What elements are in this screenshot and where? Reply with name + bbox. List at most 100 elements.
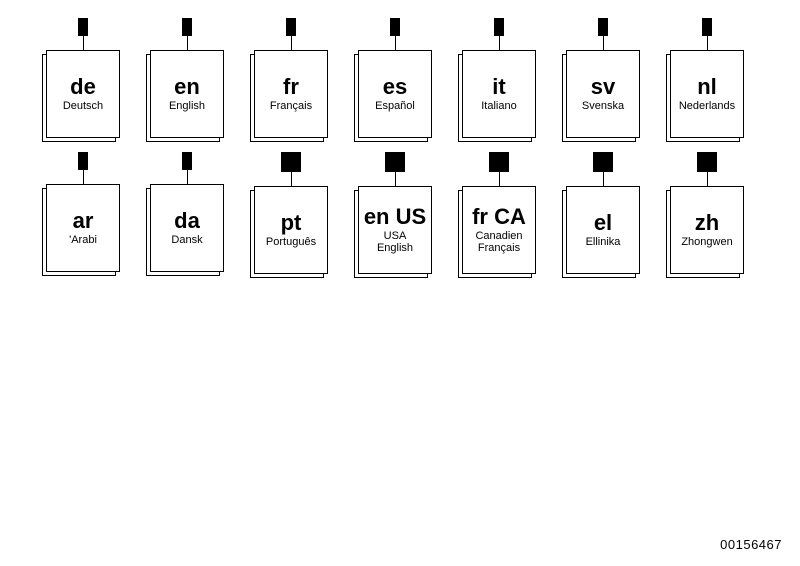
card-stem	[291, 36, 292, 50]
card-marker-icon	[494, 18, 504, 36]
card-front: ar 'Arabi	[46, 184, 120, 272]
card-stack: ar 'Arabi	[46, 184, 120, 272]
language-card-it: it Italiano	[462, 18, 536, 138]
card-marker-icon	[286, 18, 296, 36]
language-name: Deutsch	[63, 100, 103, 112]
card-front: el Ellinika	[566, 186, 640, 274]
card-stack: el Ellinika	[566, 186, 640, 274]
card-front: en USUSA English	[358, 186, 432, 274]
language-code: de	[70, 76, 96, 98]
document-id: 00156467	[720, 537, 782, 552]
card-marker-icon	[281, 152, 301, 172]
card-front: de Deutsch	[46, 50, 120, 138]
card-stem	[395, 36, 396, 50]
card-stack: pt Português	[254, 186, 328, 274]
language-card-nl: nlNederlands	[670, 18, 744, 138]
language-name: Svenska	[582, 100, 624, 112]
language-code: en	[174, 76, 200, 98]
card-front: fr Français	[254, 50, 328, 138]
language-name: English	[169, 100, 205, 112]
card-stack: zh Zhongwen	[670, 186, 744, 274]
card-stack: en USUSA English	[358, 186, 432, 274]
language-card-frca: fr CACanadien Français	[462, 152, 536, 274]
card-marker-icon	[182, 152, 192, 170]
language-card-el: el Ellinika	[566, 152, 640, 274]
card-stem	[83, 36, 84, 50]
language-name: Nederlands	[679, 100, 735, 112]
card-front: es Español	[358, 50, 432, 138]
language-name: Zhongwen	[681, 236, 732, 248]
language-code: it	[492, 76, 505, 98]
language-name: Español	[375, 100, 415, 112]
card-stack: fr Français	[254, 50, 328, 138]
language-card-en: en English	[150, 18, 224, 138]
card-front: pt Português	[254, 186, 328, 274]
card-stack: es Español	[358, 50, 432, 138]
language-code: fr CA	[472, 206, 526, 228]
card-stem	[187, 170, 188, 184]
card-marker-icon	[697, 152, 717, 172]
language-code: el	[594, 212, 612, 234]
language-code: ar	[73, 210, 94, 232]
card-front: zh Zhongwen	[670, 186, 744, 274]
card-stack: en English	[150, 50, 224, 138]
language-card-pt: pt Português	[254, 152, 328, 274]
card-stack: da Dansk	[150, 184, 224, 272]
language-card-de: de Deutsch	[46, 18, 120, 138]
language-name: Dansk	[171, 234, 202, 246]
language-name: Canadien Français	[475, 230, 522, 254]
card-stack: it Italiano	[462, 50, 536, 138]
language-code: pt	[281, 212, 302, 234]
card-stem	[499, 172, 500, 186]
language-card-da: da Dansk	[150, 152, 224, 274]
card-stack: fr CACanadien Français	[462, 186, 536, 274]
card-marker-icon	[702, 18, 712, 36]
card-stem	[499, 36, 500, 50]
card-stem	[291, 172, 292, 186]
language-code: da	[174, 210, 200, 232]
language-name: Italiano	[481, 100, 516, 112]
card-stack: de Deutsch	[46, 50, 120, 138]
card-front: nlNederlands	[670, 50, 744, 138]
card-stem	[707, 36, 708, 50]
language-code: zh	[695, 212, 719, 234]
language-card-enus: en USUSA English	[358, 152, 432, 274]
card-marker-icon	[489, 152, 509, 172]
card-stem	[395, 172, 396, 186]
card-marker-icon	[390, 18, 400, 36]
card-marker-icon	[78, 152, 88, 170]
card-front: sv Svenska	[566, 50, 640, 138]
language-code: fr	[283, 76, 299, 98]
card-stack: nlNederlands	[670, 50, 744, 138]
card-stack: sv Svenska	[566, 50, 640, 138]
card-row: de Deutsch en English fr Français es Español it I…	[46, 18, 800, 138]
language-name: Português	[266, 236, 316, 248]
language-card-zh: zh Zhongwen	[670, 152, 744, 274]
language-card-sv: sv Svenska	[566, 18, 640, 138]
language-name: Ellinika	[586, 236, 621, 248]
language-card-es: es Español	[358, 18, 432, 138]
language-code: es	[383, 76, 407, 98]
language-name: Français	[270, 100, 312, 112]
card-marker-icon	[598, 18, 608, 36]
card-marker-icon	[78, 18, 88, 36]
card-front: it Italiano	[462, 50, 536, 138]
card-marker-icon	[593, 152, 613, 172]
card-front: da Dansk	[150, 184, 224, 272]
card-stem	[603, 172, 604, 186]
language-cards-grid: de Deutsch en English fr Français es Español it I…	[0, 0, 800, 274]
card-front: en English	[150, 50, 224, 138]
card-stem	[603, 36, 604, 50]
card-front: fr CACanadien Français	[462, 186, 536, 274]
language-card-fr: fr Français	[254, 18, 328, 138]
language-code: sv	[591, 76, 615, 98]
language-name: USA English	[377, 230, 413, 254]
language-name: 'Arabi	[69, 234, 97, 246]
card-stem	[187, 36, 188, 50]
language-code: en US	[364, 206, 426, 228]
card-marker-icon	[182, 18, 192, 36]
language-card-ar: ar 'Arabi	[46, 152, 120, 274]
card-stem	[707, 172, 708, 186]
card-stem	[83, 170, 84, 184]
card-row: ar 'Arabi da Dansk pt Português en USUSA Engli…	[46, 152, 800, 274]
